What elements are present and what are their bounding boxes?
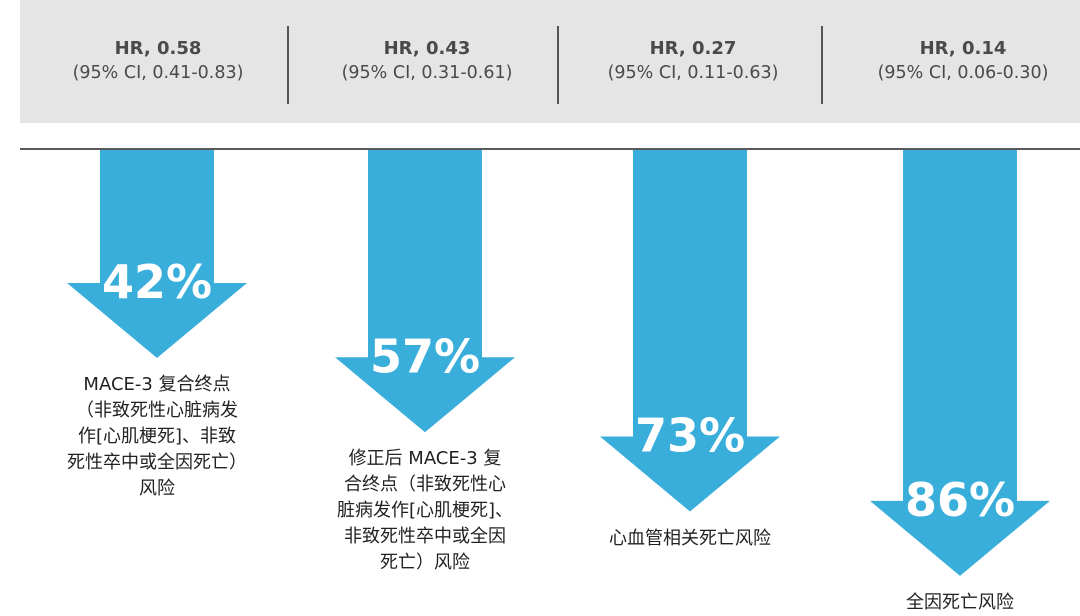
arrow-bar-1 xyxy=(67,150,247,358)
column-divider xyxy=(821,26,823,104)
hr-cell-4: HR, 0.14 (95% CI, 0.06-0.30) xyxy=(832,37,1080,85)
hr-ci: (95% CI, 0.31-0.61) xyxy=(341,63,513,83)
category-label-line: 非致死性卒中或全因 xyxy=(344,526,506,548)
category-label-4: 全因死亡风险 xyxy=(850,590,1070,616)
column-divider xyxy=(557,26,559,104)
hr-ci: (95% CI, 0.11-0.63) xyxy=(607,63,779,83)
hr-cell-3: HR, 0.27 (95% CI, 0.11-0.63) xyxy=(562,37,824,85)
category-label-1: MACE-3 复合终点 （非致死性心脏病发 作[心肌梗死]、非致 死性卒中或全因死亡）… xyxy=(42,372,272,502)
category-label-2: 修正后 MACE-3 复合终点（非致死性心 脏病发作[心肌梗死]、 非致死性卒中或全… xyxy=(310,446,540,576)
category-label-3: 心血管相关死亡风险 xyxy=(580,526,800,552)
column-divider xyxy=(287,26,289,104)
category-label-line: 全因死亡风险 xyxy=(906,591,1014,613)
category-label-line: 心血管相关死亡风险 xyxy=(609,527,771,549)
category-label-line: 脏病发作[心肌梗死]、 xyxy=(336,500,514,522)
hr-value: HR, 0.27 xyxy=(649,38,737,59)
value-label-2: 57% xyxy=(370,329,480,383)
category-label-line: 修正后 MACE-3 复 xyxy=(348,448,502,470)
hr-ci: (95% CI, 0.41-0.83) xyxy=(72,63,244,83)
arrow-bar-2 xyxy=(335,150,515,433)
category-label-line: 死性卒中或全因死亡） xyxy=(67,452,247,473)
hr-value: HR, 0.58 xyxy=(114,38,202,59)
category-label-line: 风险 xyxy=(139,478,175,499)
arrow-bar-4 xyxy=(870,150,1050,576)
hr-cell-2: HR, 0.43 (95% CI, 0.31-0.61) xyxy=(296,37,558,85)
hr-ci: (95% CI, 0.06-0.30) xyxy=(877,63,1049,83)
category-label-line: MACE-3 复合终点 xyxy=(83,374,231,395)
hazard-ratio-header: HR, 0.58 (95% CI, 0.41-0.83) HR, 0.43 (9… xyxy=(20,0,1080,123)
value-label-1: 42% xyxy=(102,255,212,309)
category-label-line: 作[心肌梗死]、非致 xyxy=(77,426,237,447)
value-label-3: 73% xyxy=(635,409,745,463)
category-label-line: 死亡）风险 xyxy=(380,552,470,574)
chart-baseline xyxy=(20,148,1080,150)
arrow-bar-3 xyxy=(600,150,780,512)
hr-cell-1: HR, 0.58 (95% CI, 0.41-0.83) xyxy=(27,37,289,85)
hr-value: HR, 0.14 xyxy=(919,38,1007,59)
hr-value: HR, 0.43 xyxy=(383,38,471,59)
category-label-line: 合终点（非致死性心 xyxy=(344,474,506,496)
category-label-line: （非致死性心脏病发 xyxy=(76,400,238,421)
value-label-4: 86% xyxy=(905,473,1015,527)
